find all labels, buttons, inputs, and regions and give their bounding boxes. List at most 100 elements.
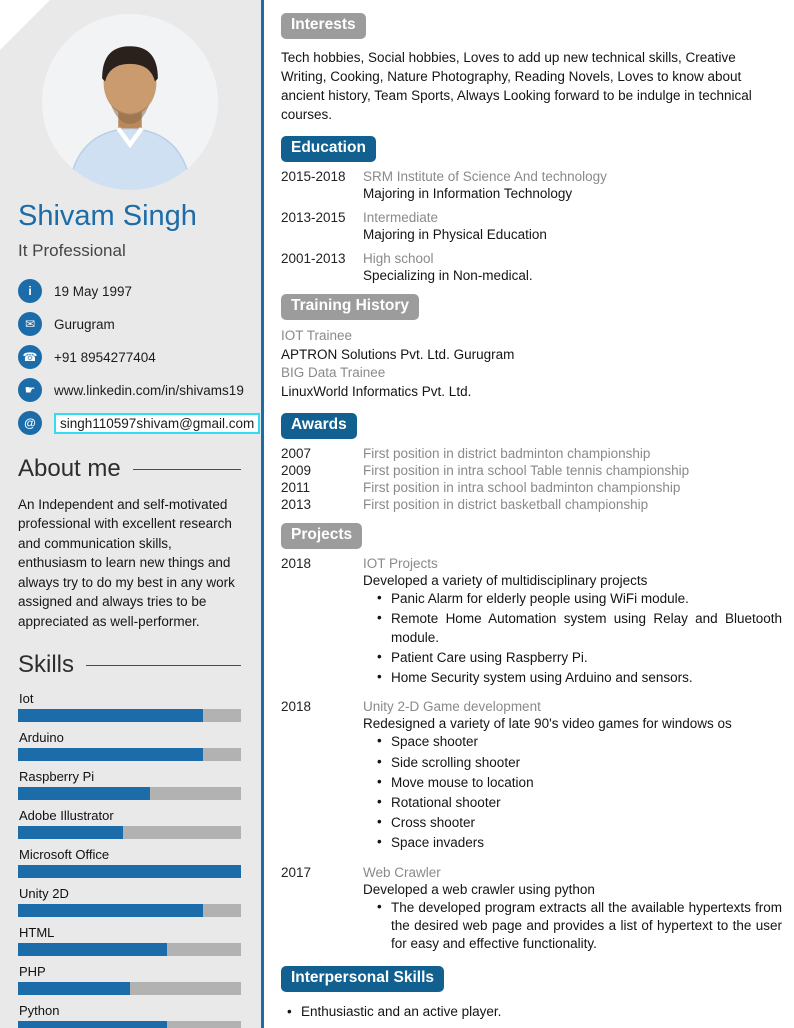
education-body: SRM Institute of Science And technology … [363, 169, 607, 201]
interpersonal-section: Interpersonal Skills • Enthusiastic and a… [281, 966, 782, 1028]
project-bullet-text: Space shooter [391, 734, 479, 750]
skill-item: Unity 2D [18, 886, 241, 918]
interests-section: Interests Tech hobbies, Social hobbies, … [281, 13, 782, 125]
bullet-dot: • [377, 753, 382, 769]
linkedin-url[interactable]: www.linkedin.com/in/shivams19 [54, 382, 244, 398]
training-role: BIG Data Trainee [281, 365, 386, 381]
bullet-dot: • [377, 834, 382, 850]
award-text: First position in district badminton cha… [363, 446, 651, 462]
email-address[interactable]: singh110597shivam@gmail.com [54, 412, 261, 434]
award-year: 2011 [281, 480, 311, 496]
award-year: 2009 [281, 463, 312, 479]
skill-bar [18, 709, 241, 723]
project-bullet-text: The developed program extracts all the a… [391, 899, 782, 952]
project-bullet-text: Space invaders [391, 835, 485, 851]
skill-label: Iot [19, 691, 34, 707]
skill-bar-fill [18, 787, 150, 801]
skill-label: Python [19, 1003, 60, 1019]
education-entry: 2001-2013 High school Specializing in No… [281, 251, 782, 283]
project-bullet: • Move mouse to location [377, 774, 782, 792]
project-bullet: • Panic Alarm for elderly people using Wi… [377, 590, 782, 608]
skill-bar [18, 982, 241, 996]
contact-row-birthdate: i 19 May 1997 [18, 279, 241, 303]
project-entry: 2018 IOT Projects Developed a variety of… [281, 556, 782, 689]
project-year: 2017 [281, 864, 312, 880]
interpersonal-bullet-text: Enthusiastic and an active player. [301, 1004, 502, 1020]
skill-label: Raspberry Pi [19, 769, 95, 785]
about-heading-label: About me [18, 455, 121, 482]
location-text: Gurugram [54, 316, 115, 332]
profile-photo [41, 14, 218, 190]
bullet-dot: • [377, 590, 382, 606]
award-entry: 2009 First position in intra school Tabl… [281, 463, 782, 478]
training-heading: Training History [281, 293, 419, 320]
award-entry: 2011 First position in intra school badm… [281, 480, 782, 495]
project-body: Web Crawler Developed a web crawler usin… [363, 865, 782, 956]
skill-label: PHP [19, 964, 46, 980]
bullet-dot: • [377, 898, 382, 914]
skill-label: Arduino [19, 730, 64, 746]
mail-icon: ✉ [18, 312, 42, 336]
education-entry: 2013-2015 Intermediate Majoring in Physi… [281, 210, 782, 242]
training-org: LinuxWorld Informatics Pvt. Ltd. [281, 384, 472, 400]
education-school: Intermediate [363, 209, 439, 225]
skill-bar-fill [18, 943, 168, 957]
interests-heading: Interests [281, 13, 366, 39]
award-year: 2007 [281, 446, 312, 462]
skill-label: Adobe Illustrator [19, 808, 114, 824]
training-org: APTRON Solutions Pvt. Ltd. Gurugram [281, 346, 515, 362]
bullet-dot: • [287, 1004, 292, 1020]
heading-rule [86, 664, 241, 666]
project-title: Web Crawler [363, 864, 441, 880]
skill-bar-fill [18, 826, 123, 840]
skill-bar-fill [18, 904, 204, 918]
skill-bar-fill [18, 748, 204, 762]
contact-row-email: @ singh110597shivam@gmail.com [18, 411, 261, 435]
award-entry: 2013 First position in district basketba… [281, 497, 782, 512]
project-title: Unity 2-D Game development [363, 699, 541, 715]
skill-bar-fill [18, 865, 241, 879]
skill-bar [18, 1021, 241, 1028]
project-bullet: • Space invaders [377, 834, 782, 852]
education-section: Education 2015-2018 SRM Institute of Sci… [281, 135, 782, 283]
skill-bar [18, 865, 241, 879]
skill-bar-fill [18, 982, 130, 996]
sidebar: Shivam Singh It Professional i 19 May 19… [0, 0, 261, 1028]
skill-label: Microsoft Office [19, 847, 110, 863]
project-bullet-text: Panic Alarm for elderly people using WiF… [391, 591, 689, 607]
project-bullet: • Rotational shooter [377, 794, 782, 812]
skill-bar-fill [18, 1021, 168, 1028]
project-bullet: • Side scrolling shooter [377, 754, 782, 772]
project-bullet: • Remote Home Automation system using Rel… [377, 610, 782, 646]
award-text: First position in intra school badminton… [363, 480, 681, 496]
link-icon: ☛ [18, 378, 42, 402]
contact-row-linkedin: ☛ www.linkedin.com/in/shivams19 [18, 378, 244, 402]
skills-heading-label: Skills [18, 651, 75, 679]
contact-row-location: ✉ Gurugram [18, 312, 241, 336]
skill-bar-fill [18, 709, 204, 723]
about-text: An Independent and self-motivated profes… [18, 497, 235, 629]
project-bullet-text: Home Security system using Arduino and s… [391, 670, 693, 686]
award-text: First position in district basketball ch… [363, 497, 649, 513]
education-heading: Education [281, 135, 376, 162]
project-subtitle: Developed a variety of multidisciplinary… [363, 573, 648, 589]
skill-bar [18, 748, 241, 762]
birthdate-text: 19 May 1997 [54, 283, 133, 299]
project-bullet-text: Move mouse to location [391, 774, 534, 790]
avatar-image [41, 14, 218, 190]
project-subtitle: Redesigned a variety of late 90's video … [363, 716, 732, 732]
project-bullet: • The developed program extracts all the … [377, 899, 782, 954]
project-subtitle: Developed a web crawler using python [363, 881, 595, 897]
project-year: 2018 [281, 556, 312, 572]
project-year: 2018 [281, 699, 312, 715]
bullet-dot: • [377, 669, 382, 685]
education-body: Intermediate Majoring in Physical Educat… [363, 210, 547, 242]
project-bullet-text: Remote Home Automation system using Rela… [391, 611, 782, 645]
skill-item: Python [18, 1003, 241, 1028]
project-title: IOT Projects [363, 556, 438, 572]
skill-bar [18, 904, 241, 918]
info-icon: i [18, 279, 42, 303]
education-years: 2001-2013 [281, 250, 346, 266]
person-name: Shivam Singh [18, 200, 197, 232]
about-heading: About me [18, 455, 241, 483]
